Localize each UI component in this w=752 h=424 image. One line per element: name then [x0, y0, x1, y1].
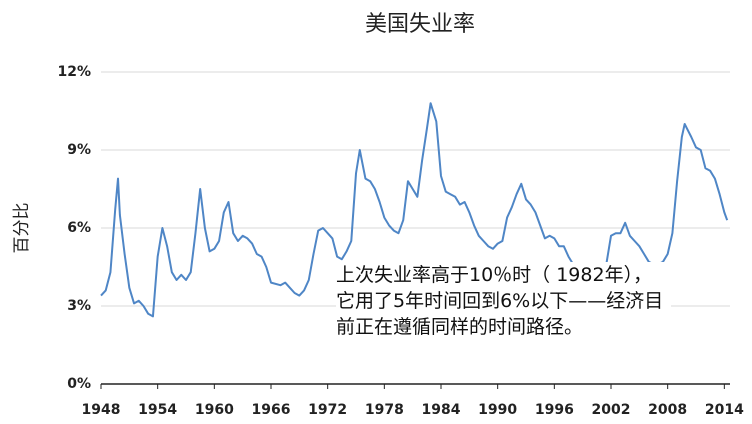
x-tick-label: 2002: [592, 402, 631, 418]
y-axis-label: 百分比: [12, 203, 32, 254]
x-tick-label: 2014: [705, 402, 744, 418]
x-tick-label: 1984: [422, 402, 461, 418]
y-tick-label: 9%: [67, 142, 91, 158]
y-tick-label: 3%: [67, 298, 91, 314]
x-tick-label: 1948: [82, 402, 121, 418]
x-tick-label: 1972: [308, 402, 347, 418]
y-tick-label: 6%: [67, 220, 91, 236]
x-tick-label: 2008: [648, 402, 687, 418]
x-tick-label: 1954: [138, 402, 177, 418]
x-tick-label: 1996: [535, 402, 574, 418]
y-tick-label: 12%: [57, 64, 91, 80]
y-tick-label: 0%: [67, 376, 91, 392]
chart-title: 美国失业率: [365, 12, 475, 37]
annotation: 上次失业率高于10％时（ 1982年），它用了5年时间回到6%以下——经济目前正…: [336, 262, 671, 340]
data-line: [100, 102, 729, 318]
x-tick-label: 1978: [365, 402, 404, 418]
x-tick-label: 1966: [252, 402, 291, 418]
x-tick-label: 1960: [195, 402, 234, 418]
x-tick-label: 1990: [478, 402, 517, 418]
